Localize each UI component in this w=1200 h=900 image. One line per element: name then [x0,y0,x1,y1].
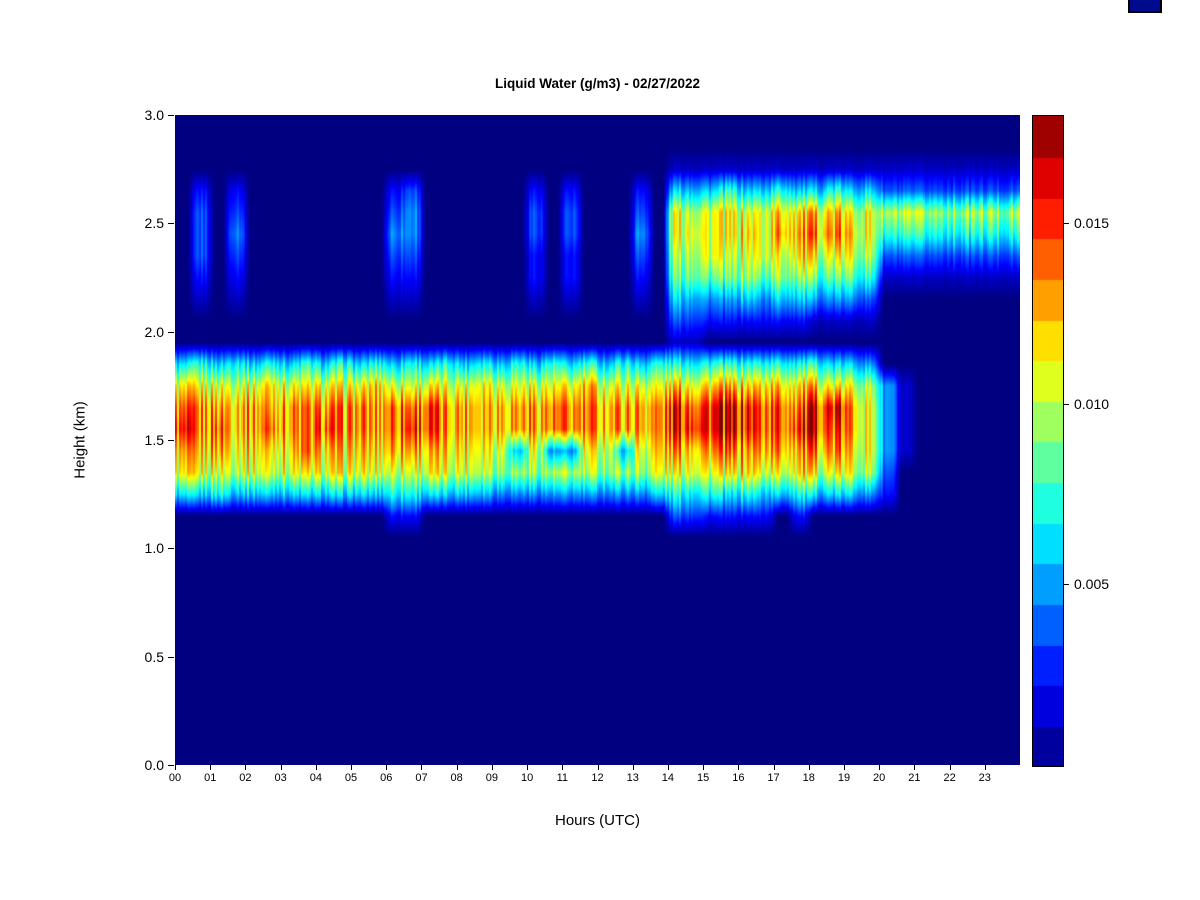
x-tick-label: 08 [450,772,463,784]
x-tick-label: 17 [767,772,780,784]
x-tick-mark [315,765,317,770]
x-tick-label: 04 [309,772,322,784]
x-tick-mark [914,765,916,770]
y-tick-label: 2.5 [144,215,164,232]
x-tick-mark [667,765,669,770]
x-tick-mark [456,765,458,770]
y-tick-label: 3.0 [144,107,164,123]
y-tick-label: 1.5 [144,432,164,448]
x-axis-label: Hours (UTC) [555,812,640,829]
colorbar-tick-mark [1063,223,1069,225]
x-tick-mark [808,765,810,770]
x-tick-mark [738,765,740,770]
colorbar-tick-label: 0.015 [1074,215,1110,232]
x-tick-label: 05 [344,772,358,784]
y-tick-mark [168,765,174,766]
x-tick-label: 13 [626,772,639,784]
x-tick-mark [879,765,881,770]
x-tick-label: 19 [837,772,851,784]
colorbar [1032,115,1064,767]
x-tick-label: 21 [908,772,921,784]
y-tick-mark [168,115,174,116]
colorbar-tick-label: 0.005 [1074,576,1110,593]
x-tick-mark [175,765,176,770]
y-tick-mark [168,331,174,333]
heatmap-plot [175,115,1020,765]
corner-swatch [1128,0,1162,13]
y-tick-mark [168,223,174,225]
y-tick-mark [168,440,174,441]
x-tick-label: 06 [380,772,393,784]
x-tick-label: 01 [204,772,217,784]
x-tick-mark [386,765,388,770]
x-tick-label: 23 [978,772,991,784]
x-tick-mark [949,765,951,770]
colorbar-tick-mark [1063,403,1069,405]
x-tick-label: 20 [873,772,886,784]
x-tick-label: 02 [239,772,252,784]
x-tick-mark [491,765,493,770]
colorbar-tick-mark [1063,584,1069,586]
x-tick-mark [562,765,564,770]
chart-title: Liquid Water (g/m3) - 02/27/2022 [494,76,701,91]
x-tick-label: 07 [415,772,428,784]
x-tick-mark [632,765,634,770]
y-axis-label: Height (km) [71,401,89,479]
x-tick-label: 18 [802,772,815,784]
y-tick-label: 0.5 [144,648,164,665]
x-tick-mark [527,765,529,770]
colorbar-tick-label: 0.010 [1074,395,1110,412]
y-tick-label: 0.0 [144,757,164,773]
x-tick-mark [773,765,775,770]
x-tick-mark [421,765,423,770]
x-tick-label: 12 [591,772,604,784]
x-tick-mark [351,765,353,770]
x-tick-mark [597,765,599,770]
x-tick-mark [703,765,705,770]
y-tick-label: 2.0 [144,323,164,340]
x-tick-mark [280,765,282,770]
x-tick-label: 16 [732,772,745,784]
y-tick-mark [168,656,174,658]
x-tick-mark [984,765,986,770]
y-tick-label: 1.0 [144,540,164,557]
x-tick-label: 09 [485,772,498,784]
x-tick-label: 10 [520,772,534,784]
x-tick-mark [245,765,247,770]
x-tick-label: 03 [274,772,287,784]
x-tick-label: 15 [697,772,710,784]
x-tick-mark [843,765,845,770]
x-tick-label: 22 [943,772,956,784]
y-tick-mark [168,548,174,550]
x-tick-label: 11 [556,772,568,784]
x-tick-label: 14 [661,772,675,784]
x-tick-label: 00 [168,772,182,784]
x-tick-mark [210,765,212,770]
